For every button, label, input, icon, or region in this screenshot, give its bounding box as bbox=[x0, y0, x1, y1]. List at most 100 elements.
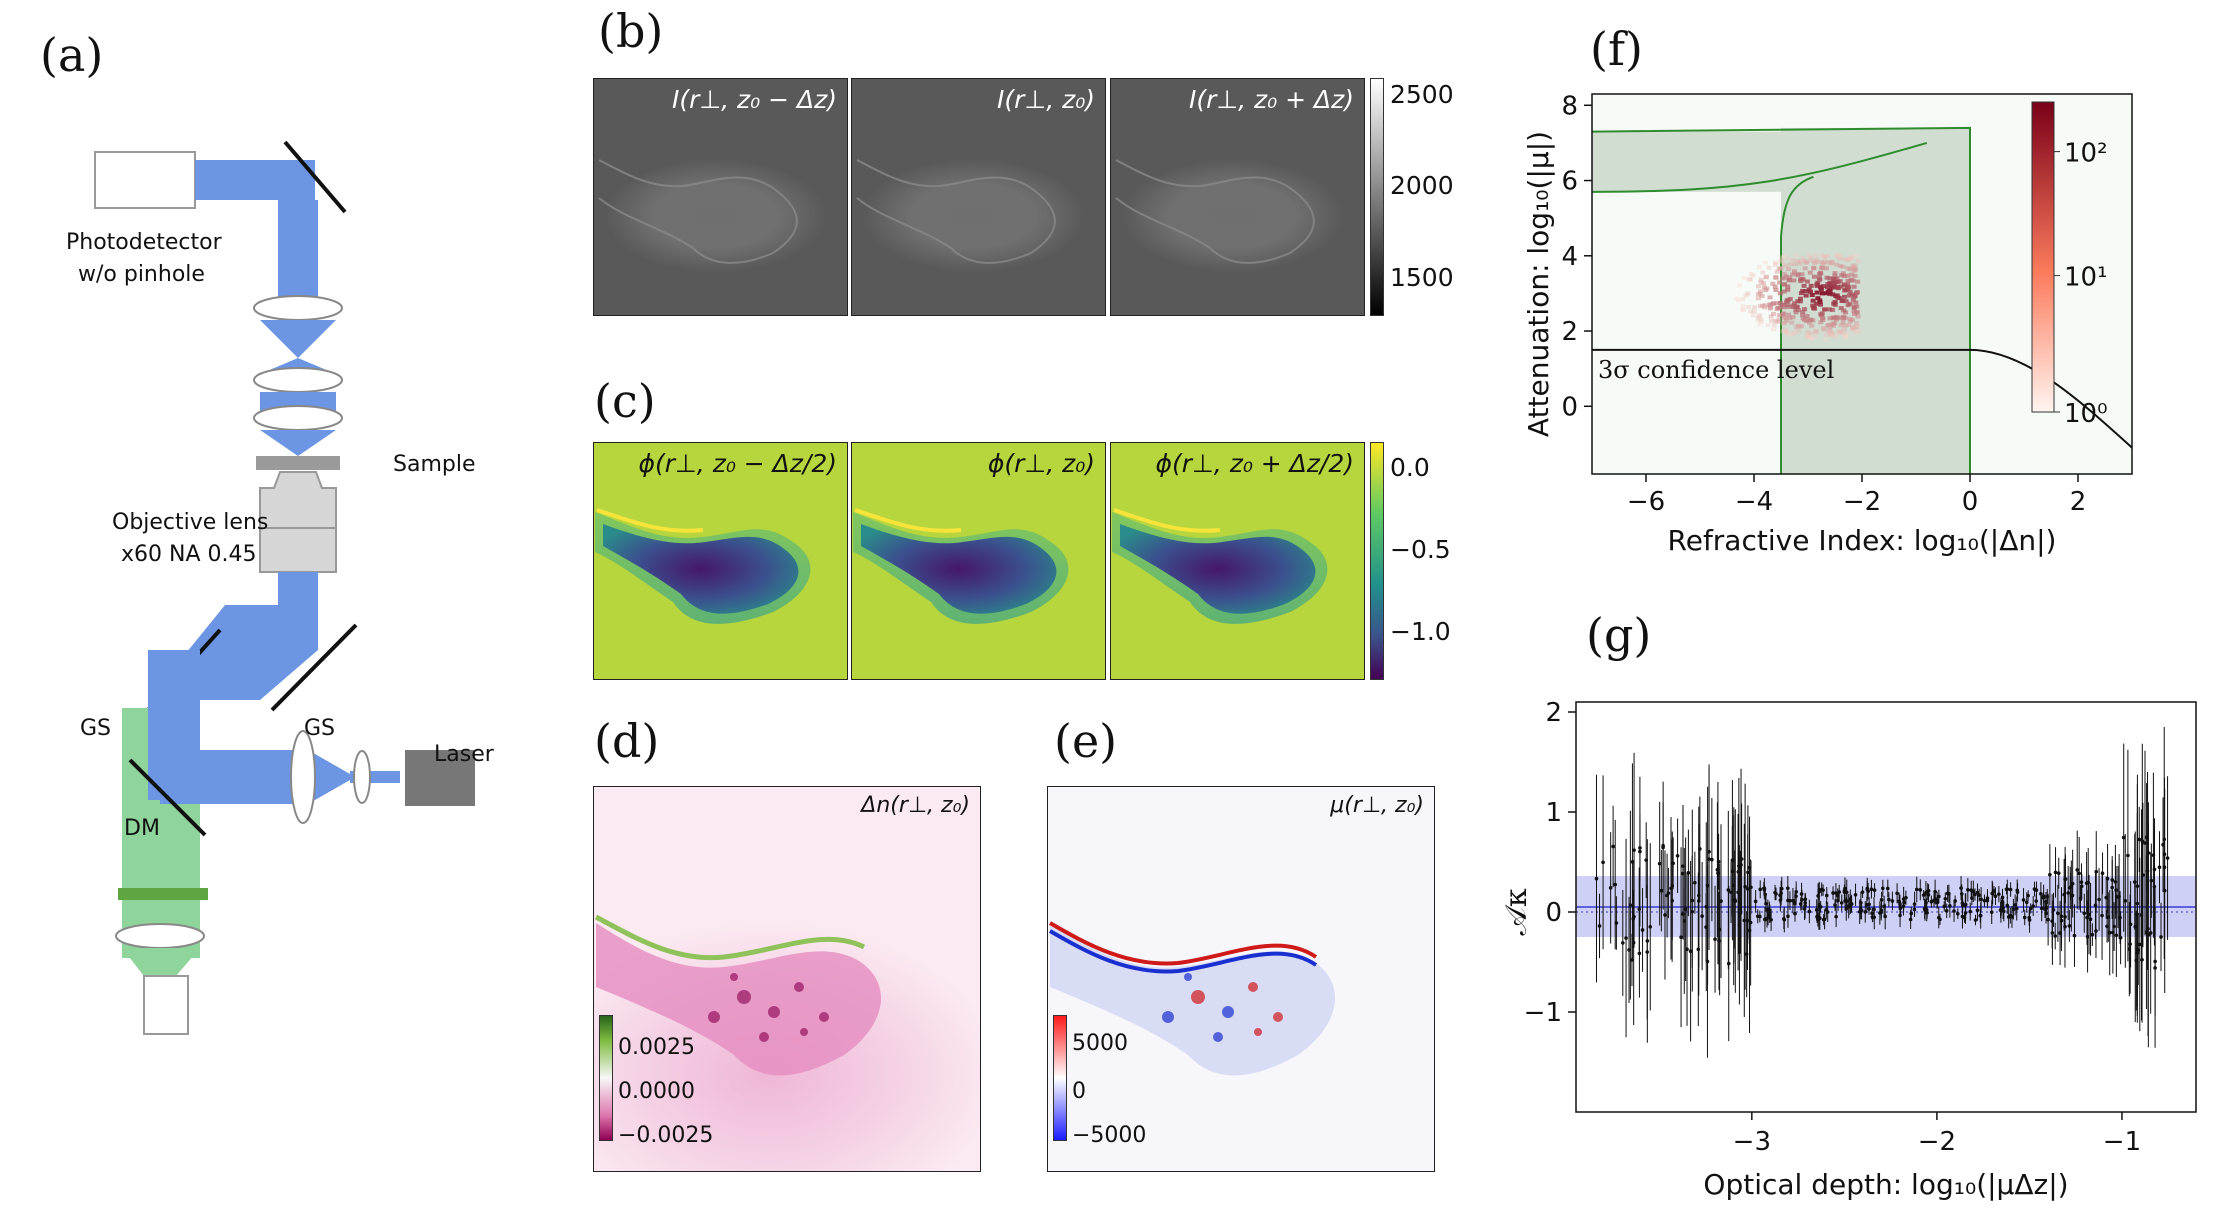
chart-f-density-cell bbox=[1734, 296, 1740, 301]
chart-g-point bbox=[2113, 880, 2118, 884]
chart-f-density-cell bbox=[1780, 311, 1786, 316]
chart-g-point bbox=[1898, 906, 1903, 910]
refractive-colorbar-tick-zero: 0.0000 bbox=[618, 1079, 695, 1104]
chart-f-density-cell bbox=[1766, 265, 1772, 270]
chart-g-point bbox=[1716, 871, 1720, 875]
chart-g-point bbox=[2128, 942, 2132, 946]
chart-g-point bbox=[1997, 892, 2001, 896]
chart-g-point bbox=[2075, 868, 2080, 872]
sample-label: Sample bbox=[393, 452, 476, 477]
chart-f-density-cell bbox=[1782, 282, 1788, 287]
chart-f-density-cell bbox=[1849, 255, 1855, 260]
chart-g-points bbox=[1594, 727, 2170, 1058]
chart-g-point bbox=[2140, 957, 2144, 962]
chart-f-density-cell bbox=[1776, 266, 1782, 271]
chart-g-point bbox=[1742, 918, 1747, 923]
chart-g-point bbox=[1963, 911, 1968, 915]
chart-g-point bbox=[1898, 913, 1902, 918]
chart-g-point bbox=[1786, 914, 1790, 919]
panel-label-g: (g) bbox=[1586, 608, 1652, 662]
chart-f-density-cell bbox=[1841, 274, 1847, 279]
lens-2 bbox=[253, 367, 343, 393]
chart-f-density-cell bbox=[1823, 337, 1829, 342]
chart-g-point bbox=[1713, 937, 1717, 942]
panel-label-b: (b) bbox=[598, 4, 664, 58]
photodetector-box bbox=[94, 151, 196, 209]
chart-g-point bbox=[1766, 907, 1770, 912]
chart-f-density-cell bbox=[1850, 326, 1856, 331]
chart-f-density-cell bbox=[1845, 266, 1851, 271]
chart-g-point bbox=[1817, 889, 1821, 894]
chart-g-point bbox=[1833, 903, 1837, 907]
chart-g-point bbox=[2149, 878, 2154, 883]
chart-f-density-cell bbox=[1817, 298, 1823, 303]
chart-f-density-cell bbox=[1790, 272, 1796, 277]
chart-f-density-cell bbox=[1836, 252, 1842, 257]
chart-g-point bbox=[1737, 864, 1741, 868]
chart-g-point bbox=[1936, 915, 1941, 920]
chart-g-point bbox=[1758, 887, 1763, 892]
chart-g-point bbox=[2067, 924, 2072, 928]
chart-f-density-cell bbox=[1767, 302, 1773, 307]
chart-f-density-cell bbox=[1777, 291, 1783, 296]
attenuation-colorbar-tick-zero: 0 bbox=[1072, 1079, 1086, 1104]
chart-g-point bbox=[2153, 966, 2157, 970]
chart-g-point bbox=[1803, 903, 1807, 908]
chart-f-density-cell bbox=[1815, 296, 1821, 301]
chart-g-point bbox=[2152, 884, 2157, 889]
attenuation-colorbar bbox=[1053, 1015, 1067, 1141]
chart-g-point bbox=[2008, 887, 2013, 892]
chart-g-point bbox=[2157, 865, 2162, 869]
chart-g-point bbox=[1700, 914, 1704, 918]
chart-f-density-cell bbox=[1843, 299, 1849, 304]
chart-f-density-cell bbox=[1787, 275, 1793, 280]
chart-f-density-cell bbox=[1803, 319, 1809, 324]
chart-f-xtick-label: −2 bbox=[1843, 487, 1881, 517]
chart-f-density-cell bbox=[1839, 255, 1845, 260]
chart-f-density-cell bbox=[1770, 327, 1776, 332]
chart-f-density-cell bbox=[1830, 292, 1836, 297]
chart-f-density-cell bbox=[1811, 265, 1817, 270]
chart-f-density-cell bbox=[1736, 298, 1742, 303]
chart-g-point bbox=[2000, 900, 2005, 904]
chart-f-density-cell bbox=[1757, 289, 1763, 294]
chart-f-density-cell bbox=[1821, 327, 1827, 332]
chart-f-band-edge-outer bbox=[1591, 126, 1971, 474]
chart-f-density-cell bbox=[1785, 298, 1791, 303]
chart-g-point bbox=[1831, 891, 1835, 895]
chart-g-point bbox=[1648, 925, 1653, 929]
chart-f-density-cell bbox=[1821, 284, 1827, 289]
intensity-tile-2: I(r⊥, z₀) bbox=[851, 78, 1106, 316]
chart-f-density-cell bbox=[1825, 285, 1831, 290]
chart-f-density-cell bbox=[1813, 330, 1819, 335]
chart-g-point bbox=[2006, 915, 2011, 919]
chart-f-density-cell bbox=[1803, 260, 1809, 265]
chart-f-density-cell bbox=[1841, 316, 1847, 321]
chart-f-density-cell bbox=[1816, 275, 1822, 280]
chart-f-density-cell bbox=[1797, 259, 1803, 264]
chart-g-point bbox=[1869, 887, 1874, 892]
chart-g-point bbox=[1870, 911, 1874, 916]
chart-g-point bbox=[2014, 906, 2019, 911]
chart-f-density-cell bbox=[1838, 284, 1844, 289]
chart-f-density-cell bbox=[1851, 305, 1857, 310]
chart-g-point bbox=[1943, 896, 1948, 901]
chart-f-density-cell bbox=[1836, 296, 1842, 301]
chart-g-point bbox=[2015, 890, 2020, 894]
chart-f-density-cell bbox=[1793, 253, 1799, 258]
chart-f-density-cell bbox=[1763, 274, 1769, 279]
chart-g-point bbox=[1693, 880, 1697, 885]
chart-g-point bbox=[2044, 899, 2048, 904]
chart-g-point bbox=[2165, 856, 2170, 860]
chart-g-point bbox=[1865, 887, 1870, 892]
chart-g-point bbox=[1968, 909, 1973, 914]
chart-g-xtick-label: −1 bbox=[2103, 1127, 2141, 1157]
chart-g-point bbox=[2085, 915, 2089, 920]
chart-f-ytick-label: 8 bbox=[1561, 91, 1578, 121]
chart-f-density-cell bbox=[1799, 272, 1805, 277]
chart-g-point bbox=[1935, 898, 1939, 903]
chart-f-density-cell bbox=[1811, 274, 1817, 279]
chart-f-density-cell bbox=[1802, 258, 1808, 263]
chart-f-density-cell bbox=[1807, 270, 1813, 275]
chart-g-point bbox=[2104, 895, 2108, 900]
